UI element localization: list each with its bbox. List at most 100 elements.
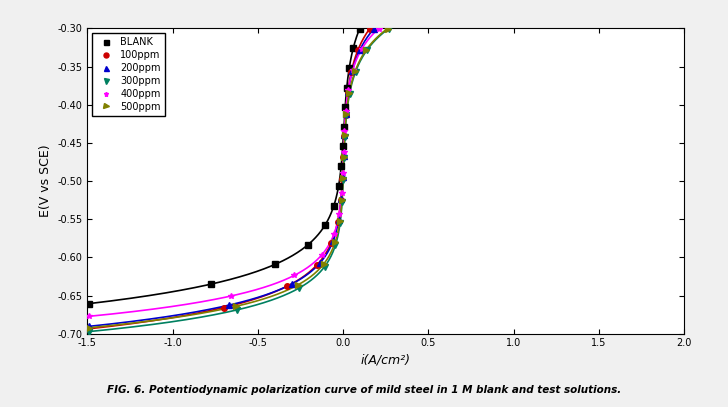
200ppm: [224, 303, 233, 308]
300ppm: [384, 26, 393, 31]
Text: FIG. 6. Potentiodynamic polarization curve of mild steel in 1 M blank and test s: FIG. 6. Potentiodynamic polarization cur…: [107, 385, 621, 395]
100ppm: [219, 305, 228, 310]
BLANK: [334, 183, 343, 188]
Y-axis label: E(V vs SCE): E(V vs SCE): [39, 145, 52, 217]
BLANK: [337, 164, 346, 169]
200ppm: [339, 154, 348, 159]
100ppm: [365, 26, 374, 31]
200ppm: [370, 26, 379, 31]
100ppm: [347, 69, 356, 74]
BLANK: [342, 85, 351, 90]
400ppm: [339, 170, 347, 175]
BLANK: [207, 282, 215, 287]
300ppm: [351, 70, 360, 74]
100ppm: [354, 48, 363, 53]
300ppm: [232, 308, 241, 313]
300ppm: [342, 113, 351, 118]
500ppm: [342, 112, 351, 116]
BLANK: [330, 203, 339, 208]
300ppm: [338, 199, 347, 204]
X-axis label: i(A/cm²): i(A/cm²): [361, 353, 411, 366]
500ppm: [320, 261, 328, 266]
Line: 300ppm: 300ppm: [86, 26, 392, 335]
Line: 200ppm: 200ppm: [87, 26, 377, 329]
400ppm: [317, 252, 326, 257]
300ppm: [84, 329, 93, 334]
Legend: BLANK, 100ppm, 200ppm, 300ppm, 400ppm, 500ppm: BLANK, 100ppm, 200ppm, 300ppm, 400ppm, 5…: [92, 33, 165, 116]
400ppm: [344, 88, 352, 93]
500ppm: [231, 304, 240, 309]
100ppm: [283, 284, 292, 289]
BLANK: [271, 262, 280, 267]
400ppm: [357, 47, 366, 52]
Line: 400ppm: 400ppm: [86, 26, 381, 319]
200ppm: [344, 90, 352, 95]
200ppm: [334, 218, 343, 223]
BLANK: [321, 223, 330, 228]
200ppm: [340, 133, 349, 138]
200ppm: [339, 175, 347, 180]
100ppm: [339, 155, 348, 160]
100ppm: [327, 241, 336, 245]
BLANK: [339, 144, 347, 149]
200ppm: [316, 260, 325, 265]
500ppm: [362, 48, 371, 53]
400ppm: [84, 314, 93, 319]
500ppm: [383, 26, 392, 31]
100ppm: [344, 90, 352, 95]
100ppm: [312, 263, 321, 267]
BLANK: [304, 243, 312, 247]
Line: 500ppm: 500ppm: [86, 26, 390, 330]
BLANK: [341, 105, 349, 109]
400ppm: [330, 232, 339, 237]
400ppm: [349, 67, 357, 72]
200ppm: [328, 239, 337, 244]
300ppm: [339, 178, 347, 183]
300ppm: [363, 48, 371, 53]
200ppm: [84, 324, 93, 329]
400ppm: [340, 129, 349, 134]
400ppm: [339, 150, 348, 155]
BLANK: [339, 125, 348, 129]
400ppm: [226, 293, 235, 298]
500ppm: [84, 325, 93, 330]
100ppm: [341, 112, 350, 117]
500ppm: [351, 69, 360, 74]
300ppm: [341, 134, 349, 139]
300ppm: [331, 243, 340, 247]
BLANK: [349, 46, 357, 51]
300ppm: [339, 156, 348, 161]
200ppm: [288, 281, 296, 286]
100ppm: [338, 176, 347, 181]
100ppm: [336, 198, 345, 203]
300ppm: [336, 221, 344, 226]
400ppm: [335, 211, 344, 216]
300ppm: [345, 91, 354, 96]
300ppm: [294, 286, 303, 291]
500ppm: [331, 240, 339, 245]
200ppm: [348, 69, 357, 74]
300ppm: [320, 264, 329, 269]
400ppm: [337, 191, 346, 196]
500ppm: [336, 219, 344, 223]
400ppm: [341, 108, 350, 113]
500ppm: [293, 282, 302, 287]
500ppm: [339, 176, 347, 181]
500ppm: [339, 154, 348, 159]
BLANK: [345, 66, 354, 70]
100ppm: [340, 133, 349, 138]
100ppm: [333, 219, 342, 224]
200ppm: [355, 48, 364, 53]
500ppm: [345, 90, 354, 95]
BLANK: [84, 301, 93, 306]
200ppm: [341, 112, 350, 116]
500ppm: [338, 197, 347, 202]
400ppm: [374, 26, 383, 31]
Line: BLANK: BLANK: [86, 26, 363, 306]
400ppm: [290, 273, 298, 278]
Line: 100ppm: 100ppm: [85, 26, 373, 332]
200ppm: [337, 197, 346, 201]
500ppm: [341, 133, 349, 138]
BLANK: [355, 26, 364, 31]
100ppm: [84, 326, 92, 331]
